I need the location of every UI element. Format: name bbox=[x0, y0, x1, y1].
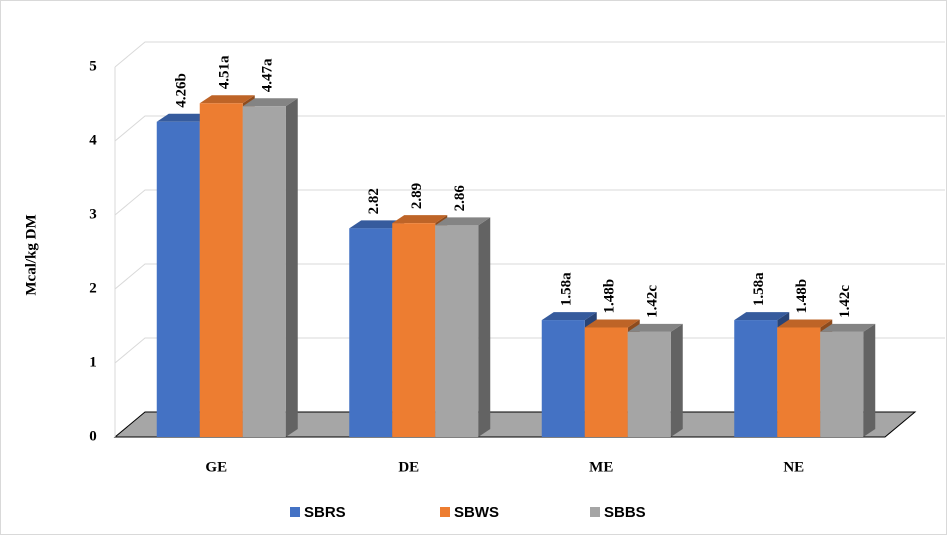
grid-line bbox=[114, 263, 945, 290]
legend-label: SBRS bbox=[304, 504, 346, 521]
value-label: 2.89 bbox=[409, 183, 425, 209]
bar-top bbox=[349, 220, 405, 229]
bar bbox=[584, 327, 628, 437]
bar-top bbox=[777, 319, 833, 328]
bar-top bbox=[435, 217, 491, 226]
bar-top bbox=[156, 113, 212, 122]
x-tick-label: NE bbox=[783, 459, 804, 475]
y-tick-label: 0 bbox=[89, 428, 97, 444]
value-label: 1.48b bbox=[794, 279, 810, 314]
bar bbox=[392, 223, 436, 437]
x-tick-label: DE bbox=[398, 459, 419, 475]
value-label: 1.58a bbox=[751, 272, 767, 306]
legend-swatch bbox=[290, 507, 300, 517]
bar bbox=[199, 103, 243, 437]
legend-swatch bbox=[590, 507, 600, 517]
bar-side bbox=[478, 217, 491, 437]
bar bbox=[777, 327, 821, 437]
y-tick-label: 4 bbox=[89, 132, 97, 148]
bar-top bbox=[584, 319, 640, 328]
bar-side bbox=[670, 323, 683, 437]
grid-line bbox=[114, 189, 945, 216]
bar-top bbox=[392, 215, 448, 224]
value-label: 4.47a bbox=[260, 58, 276, 92]
bar-side bbox=[863, 323, 876, 437]
bar bbox=[435, 225, 479, 437]
bar-side bbox=[285, 98, 298, 437]
y-tick-label: 5 bbox=[89, 58, 97, 74]
value-label: 1.42c bbox=[645, 285, 661, 318]
bar-top bbox=[242, 98, 298, 107]
value-label: 2.82 bbox=[366, 188, 382, 214]
bar bbox=[820, 331, 864, 437]
bar bbox=[349, 228, 393, 437]
bar bbox=[156, 121, 200, 437]
grid-line bbox=[114, 115, 945, 142]
value-label: 1.48b bbox=[602, 279, 618, 314]
legend-swatch bbox=[440, 507, 450, 517]
value-label: 4.26b bbox=[174, 73, 190, 108]
bar bbox=[627, 331, 671, 437]
bar bbox=[734, 320, 778, 437]
y-axis-title: Mcal/kg DM bbox=[23, 214, 39, 295]
y-tick-label: 2 bbox=[89, 280, 97, 296]
y-tick-label: 3 bbox=[89, 206, 97, 222]
bar-top bbox=[820, 323, 876, 332]
y-tick-label: 1 bbox=[89, 354, 97, 370]
bar-top bbox=[627, 323, 683, 332]
x-tick-label: ME bbox=[589, 459, 613, 475]
value-label: 1.42c bbox=[837, 285, 853, 318]
value-label: 2.86 bbox=[452, 185, 468, 212]
legend-label: SBWS bbox=[454, 504, 499, 521]
x-tick-label: GE bbox=[205, 459, 227, 475]
bar bbox=[242, 106, 286, 437]
bar-top bbox=[734, 312, 790, 321]
legend-label: SBBS bbox=[604, 504, 646, 521]
bar-top bbox=[199, 95, 255, 104]
value-label: 4.51a bbox=[217, 55, 233, 89]
bar bbox=[541, 320, 585, 437]
bar-top bbox=[541, 312, 597, 321]
value-label: 1.58a bbox=[559, 272, 575, 306]
grid-line bbox=[114, 41, 945, 68]
